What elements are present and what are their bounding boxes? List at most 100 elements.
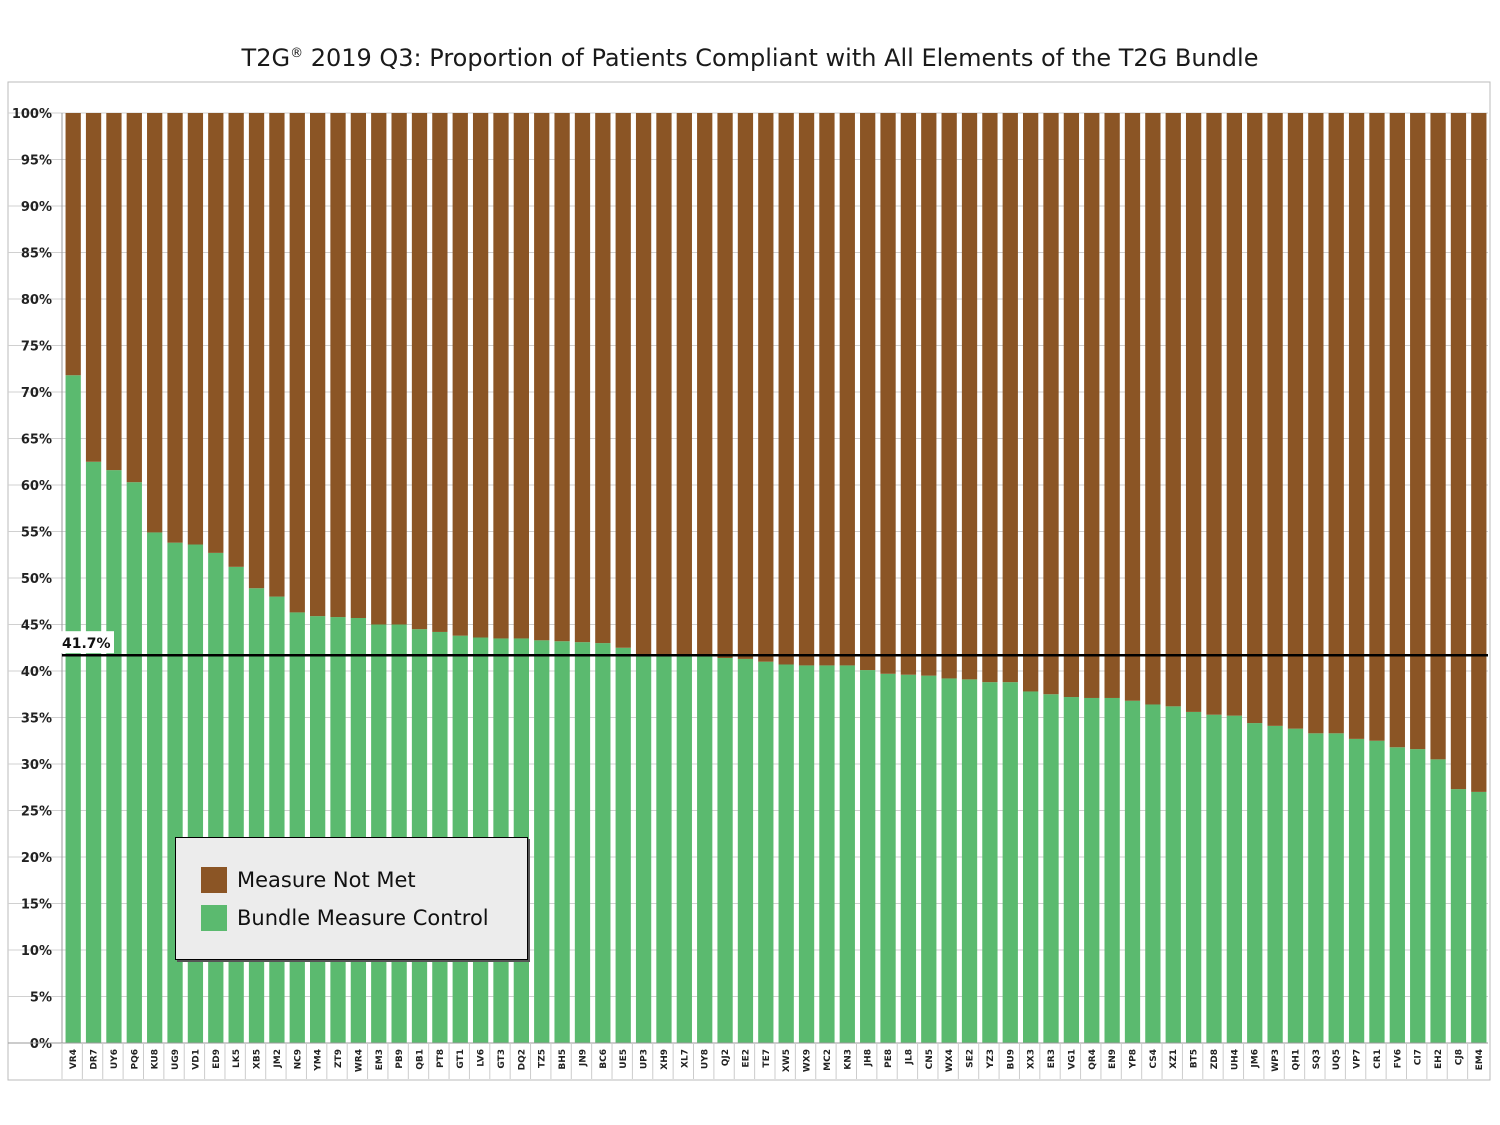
bar-measure-not-met-xw5	[778, 113, 794, 665]
bar-bundle-measure-control-vd1	[187, 544, 204, 1043]
x-tick-label: VR4	[69, 1049, 79, 1069]
bar-measure-not-met-wx4	[941, 113, 957, 679]
y-tick-label: 100%	[12, 107, 52, 122]
bar-measure-not-met-ug9	[167, 113, 183, 543]
x-tick-label: XW5	[782, 1049, 792, 1072]
x-tick-label: SQ3	[1312, 1049, 1322, 1069]
y-tick-label: 30%	[21, 758, 52, 773]
x-axis: VR4 DR7 UY6 PQ6 KU8 UG9 VD1 ED9 LK5 XB5 JM2 NC9 YM4 Z…	[8, 1042, 1488, 1079]
x-tick-label: XH9	[660, 1049, 670, 1070]
x-tick-label: JM2	[273, 1049, 283, 1069]
bar-measure-not-met-lv6	[472, 113, 489, 638]
x-tick-label: ED9	[212, 1049, 222, 1069]
bar-measure-not-met-eh2	[1430, 113, 1446, 760]
bar-bundle-measure-control-em4	[1471, 791, 1487, 1043]
x-tick-label: UP3	[640, 1049, 650, 1069]
bar-bundle-measure-control-ci7	[1410, 749, 1426, 1043]
bar-measure-not-met-up3	[635, 113, 652, 656]
legend: Measure Not Met Bundle Measure Control	[175, 837, 528, 960]
bar-measure-not-met-uy8	[697, 113, 713, 657]
bar-measure-not-met-cr1	[1369, 113, 1385, 741]
x-tick-label: EN9	[1108, 1049, 1118, 1069]
x-tick-label: JN9	[578, 1049, 588, 1067]
bar-measure-not-met-ku8	[147, 113, 163, 533]
bar-bundle-measure-control-ee2	[737, 658, 754, 1043]
x-tick-label: LV6	[477, 1049, 487, 1067]
x-tick-label: UY8	[701, 1049, 711, 1069]
bar-bundle-measure-control-vp7	[1348, 738, 1365, 1043]
bar-measure-not-met-bt5	[1185, 113, 1202, 712]
x-tick-label: MC2	[823, 1049, 833, 1071]
bar-measure-not-met-pt8	[432, 113, 448, 632]
x-tick-label: LK5	[232, 1049, 242, 1068]
y-tick-label: 75%	[21, 340, 52, 355]
bar-measure-not-met-dq2	[513, 113, 529, 639]
y-tick-label: 35%	[21, 712, 52, 727]
bar-bundle-measure-control-ed9	[208, 552, 224, 1043]
y-tick-label: 95%	[21, 154, 52, 169]
y-tick-label: 70%	[21, 386, 52, 401]
y-axis: 0% 5% 10% 15% 20% 25% 30% 35% 40% 45% 50% 55% 60% 65%…	[12, 107, 63, 1052]
bar-bundle-measure-control-cn5	[921, 675, 937, 1043]
x-tick-label: YP8	[1129, 1049, 1139, 1069]
bar-bundle-measure-control-uy8	[697, 656, 713, 1043]
reference-line-group: 41.7%	[60, 631, 1488, 657]
bar-bundle-measure-control-bh5	[554, 641, 570, 1043]
bar-measure-not-met-dr7	[85, 113, 102, 462]
bar-bundle-measure-control-pe8	[880, 673, 896, 1043]
bar-bundle-measure-control-uy6	[106, 470, 122, 1043]
bar-measure-not-met-xl7	[676, 113, 692, 657]
bar-measure-not-met-xb5	[248, 113, 265, 589]
y-tick-label: 55%	[21, 526, 52, 541]
x-tick-label: QR4	[1088, 1049, 1098, 1070]
bar-measure-not-met-uh4	[1226, 113, 1242, 716]
y-tick-label: 20%	[21, 851, 52, 866]
bar-measure-not-met-er3	[1043, 113, 1059, 695]
bar-measure-not-met-cs4	[1145, 113, 1161, 705]
x-tick-label: PT8	[436, 1049, 446, 1068]
bar-bundle-measure-control-vg1	[1063, 697, 1080, 1043]
x-tick-label: EH2	[1434, 1049, 1444, 1069]
bar-measure-not-met-xx3	[1023, 113, 1039, 692]
x-tick-label: BC6	[599, 1049, 609, 1069]
bar-bundle-measure-control-yp8	[1124, 700, 1141, 1043]
bar-bundle-measure-control-wr4	[350, 617, 367, 1043]
x-tick-label: ER3	[1047, 1049, 1057, 1068]
x-tick-label: ZT9	[334, 1049, 344, 1068]
bar-bundle-measure-control-xx3	[1023, 691, 1039, 1043]
x-tick-label: WX4	[945, 1049, 955, 1072]
bar-measure-not-met-ue5	[615, 113, 631, 648]
y-tick-label: 65%	[21, 433, 52, 448]
x-tick-label: YZ3	[986, 1049, 996, 1069]
bar-measure-not-met-ed9	[208, 113, 224, 553]
bar-bundle-measure-control-qj2	[717, 657, 733, 1043]
x-tick-label: UY6	[110, 1049, 120, 1069]
bar-bundle-measure-control-nc9	[289, 612, 305, 1043]
bar-bundle-measure-control-jl8	[900, 674, 917, 1043]
bar-measure-not-met-se2	[961, 113, 978, 680]
x-tick-label: CS4	[1149, 1049, 1159, 1069]
x-tick-label: JL8	[904, 1049, 914, 1065]
bar-measure-not-met-yp8	[1124, 113, 1141, 701]
bar-bundle-measure-control-wx4	[941, 678, 957, 1043]
bar-bundle-measure-control-kn3	[839, 665, 855, 1043]
x-tick-label: GT3	[497, 1049, 507, 1069]
x-tick-label: DQ2	[517, 1049, 527, 1070]
bar-bundle-measure-control-dr7	[85, 461, 102, 1043]
bar-measure-not-met-qb1	[411, 113, 428, 630]
bar-measure-not-met-jh8	[860, 113, 876, 671]
bar-bundle-measure-control-ku8	[147, 532, 163, 1043]
bar-measure-not-met-en9	[1104, 113, 1120, 698]
bar-bundle-measure-control-te7	[758, 661, 774, 1043]
bar-bundle-measure-control-zt9	[330, 617, 346, 1043]
bar-bundle-measure-control-ue5	[615, 647, 631, 1043]
bar-measure-not-met-jn9	[574, 113, 591, 643]
x-tick-label: UH4	[1230, 1049, 1240, 1070]
bar-bundle-measure-control-zd8	[1206, 714, 1222, 1043]
bar-bundle-measure-control-wp3	[1267, 725, 1283, 1043]
bar-bundle-measure-control-pb9	[391, 624, 407, 1043]
bar-bundle-measure-control-cj8	[1450, 789, 1467, 1043]
bar-bundle-measure-control-yz3	[982, 682, 998, 1043]
y-tick-label: 85%	[21, 247, 52, 262]
bar-measure-not-met-ci7	[1410, 113, 1426, 750]
